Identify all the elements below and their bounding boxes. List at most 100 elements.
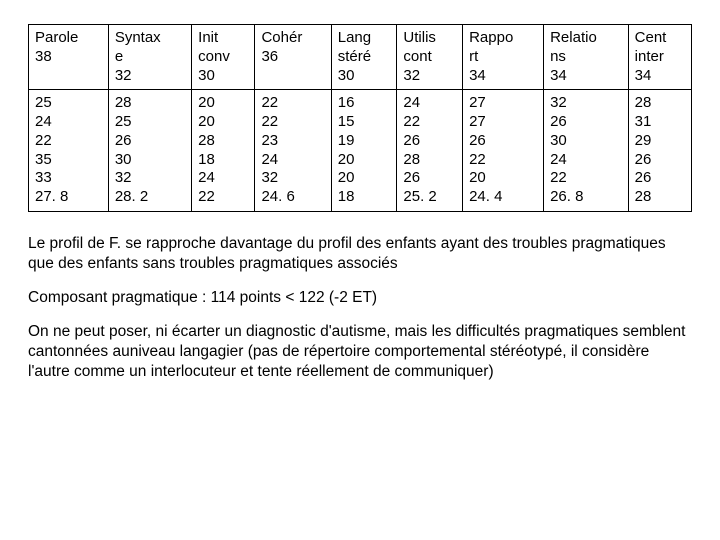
paragraph-2: Composant pragmatique : 114 points < 122… [28, 288, 692, 308]
header-cell-utiliscont: Utilis cont 32 [397, 25, 463, 90]
cell-text: 26 [403, 132, 456, 151]
cell-text: 26 [469, 132, 537, 151]
cell-text: 22 [261, 113, 324, 132]
data-cell: 25 24 22 35 33 27. 8 [29, 90, 109, 212]
data-cell: 28 31 29 26 26 28 [628, 90, 691, 212]
cell-text: 29 [635, 132, 685, 151]
cell-text: 26 [635, 169, 685, 188]
cell-text: 22 [469, 151, 537, 170]
cell-text: 32 [115, 169, 185, 188]
cell-text: ns [550, 48, 622, 67]
cell-text: 26 [115, 132, 185, 151]
cell-text: 20 [338, 151, 391, 170]
cell-text: 28 [198, 132, 248, 151]
header-cell-syntaxe: Syntax e 32 [108, 25, 191, 90]
paragraph-3: On ne peut poser, ni écarter un diagnost… [28, 322, 692, 382]
cell-text: 25 [115, 113, 185, 132]
cell-text: 24. 6 [261, 188, 324, 207]
cell-text: Init [198, 29, 248, 48]
cell-text: 38 [35, 48, 102, 67]
table-data-row: 25 24 22 35 33 27. 8 28 25 26 30 32 28. … [29, 90, 692, 212]
cell-text: 27 [469, 113, 537, 132]
cell-text: 20 [198, 94, 248, 113]
data-cell: 20 20 28 18 24 22 [192, 90, 255, 212]
cell-text: 31 [635, 113, 685, 132]
cell-text: cont [403, 48, 456, 67]
cell-text: 33 [35, 169, 102, 188]
cell-text: 36 [261, 48, 324, 67]
cell-text: 19 [338, 132, 391, 151]
cell-text: 24 [550, 151, 622, 170]
cell-text: 24 [403, 94, 456, 113]
cell-text: 30 [115, 151, 185, 170]
data-cell: 28 25 26 30 32 28. 2 [108, 90, 191, 212]
cell-text: 30 [198, 67, 248, 86]
data-cell: 22 22 23 24 32 24. 6 [255, 90, 331, 212]
cell-text: 27 [469, 94, 537, 113]
cell-text: 26. 8 [550, 188, 622, 207]
data-cell: 27 27 26 22 20 24. 4 [463, 90, 544, 212]
table-header-row: Parole 38 Syntax e 32 Init conv 30 Cohér… [29, 25, 692, 90]
cell-text: 22 [403, 113, 456, 132]
cell-text: 28 [635, 188, 685, 207]
cell-text: 30 [338, 67, 391, 86]
cell-text: e [115, 48, 185, 67]
cell-text: 30 [550, 132, 622, 151]
cell-text: Parole [35, 29, 102, 48]
cell-text: Syntax [115, 29, 185, 48]
cell-text: 28. 2 [115, 188, 185, 207]
cell-text: Rappo [469, 29, 537, 48]
cell-text: 22 [35, 132, 102, 151]
cell-text: 28 [403, 151, 456, 170]
data-cell: 24 22 26 28 26 25. 2 [397, 90, 463, 212]
cell-text: Cohér [261, 29, 324, 48]
cell-text: 16 [338, 94, 391, 113]
cell-text: 20 [469, 169, 537, 188]
cell-text: 32 [550, 94, 622, 113]
cell-text: 26 [403, 169, 456, 188]
cell-text: 34 [635, 67, 685, 86]
cell-text: 15 [338, 113, 391, 132]
cell-text: 35 [35, 151, 102, 170]
cell-text: 34 [469, 67, 537, 86]
cell-text: inter [635, 48, 685, 67]
cell-text: conv [198, 48, 248, 67]
cell-text: Relatio [550, 29, 622, 48]
cell-text: 22 [261, 94, 324, 113]
header-cell-initconv: Init conv 30 [192, 25, 255, 90]
header-cell-relations: Relatio ns 34 [544, 25, 629, 90]
cell-text: 20 [338, 169, 391, 188]
cell-text: 24 [261, 151, 324, 170]
cell-text: 28 [115, 94, 185, 113]
cell-text: Lang [338, 29, 391, 48]
cell-text: 22 [550, 169, 622, 188]
cell-text: rt [469, 48, 537, 67]
cell-text: 23 [261, 132, 324, 151]
header-cell-rapport: Rappo rt 34 [463, 25, 544, 90]
header-cell-langstere: Lang stéré 30 [331, 25, 397, 90]
cell-text: 24 [198, 169, 248, 188]
cell-text: 32 [403, 67, 456, 86]
cell-text: 27. 8 [35, 188, 102, 207]
data-table: Parole 38 Syntax e 32 Init conv 30 Cohér… [28, 24, 692, 212]
data-cell: 16 15 19 20 20 18 [331, 90, 397, 212]
cell-text: Cent [635, 29, 685, 48]
cell-text: 18 [338, 188, 391, 207]
cell-text: 28 [635, 94, 685, 113]
cell-text: 20 [198, 113, 248, 132]
cell-text: 24. 4 [469, 188, 537, 207]
cell-text: 26 [635, 151, 685, 170]
data-cell: 32 26 30 24 22 26. 8 [544, 90, 629, 212]
header-cell-coher: Cohér 36 [255, 25, 331, 90]
cell-text: stéré [338, 48, 391, 67]
header-cell-centinter: Cent inter 34 [628, 25, 691, 90]
cell-text: 26 [550, 113, 622, 132]
cell-text: 18 [198, 151, 248, 170]
cell-text: 24 [35, 113, 102, 132]
cell-text: 22 [198, 188, 248, 207]
cell-text: 32 [115, 67, 185, 86]
cell-text: 25. 2 [403, 188, 456, 207]
cell-text: Utilis [403, 29, 456, 48]
cell-text: 32 [261, 169, 324, 188]
cell-text: 25 [35, 94, 102, 113]
